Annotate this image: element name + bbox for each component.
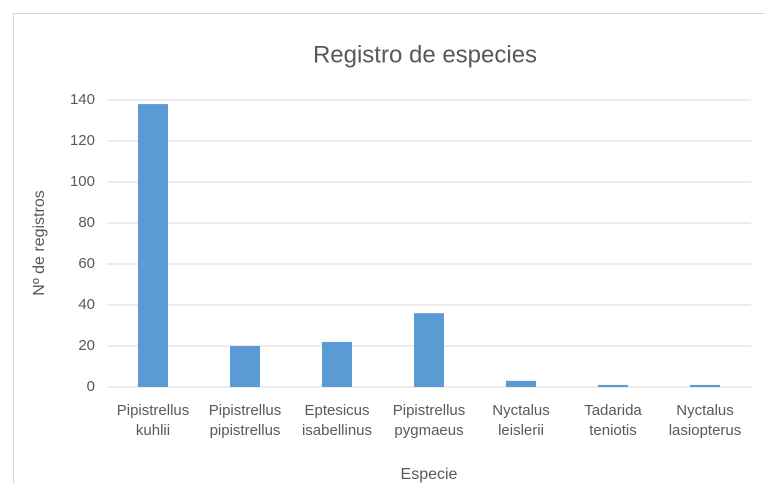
y-tick-label: 60: [78, 255, 95, 272]
bar: [322, 341, 352, 387]
y-tick-label: 100: [70, 173, 95, 190]
chart-border: [13, 13, 765, 484]
x-axis-label: Especie: [401, 466, 458, 483]
chart-title: Registro de especies: [313, 41, 537, 68]
y-tick-label: 120: [70, 132, 95, 149]
y-tick-label: 0: [87, 378, 95, 395]
x-tick-label: Pipistrellus kuhlii: [116, 402, 190, 439]
y-tick-label: 40: [78, 296, 95, 313]
bar: [138, 104, 168, 387]
y-axis-label: Nº de registros: [31, 190, 48, 295]
x-tick-label: Pipistrellus pygmaeus: [392, 402, 466, 439]
x-tick-label: Nyctalus leislerii: [492, 402, 550, 439]
bar: [414, 313, 444, 387]
x-tick-label: Tadarida teniotis: [584, 402, 642, 439]
x-tick-label: Eptesicus isabellinus: [301, 402, 373, 439]
y-tick-label: 20: [78, 337, 95, 354]
y-tick-label: 140: [70, 91, 95, 108]
x-tick-label: Nyctalus lasiopterus: [668, 402, 742, 439]
y-tick-label: 80: [78, 214, 95, 231]
bar: [598, 384, 628, 387]
bar: [506, 380, 536, 387]
x-tick-label: Pipistrellus pipistrellus: [208, 402, 282, 439]
bar: [690, 384, 720, 387]
bar: [230, 346, 260, 387]
